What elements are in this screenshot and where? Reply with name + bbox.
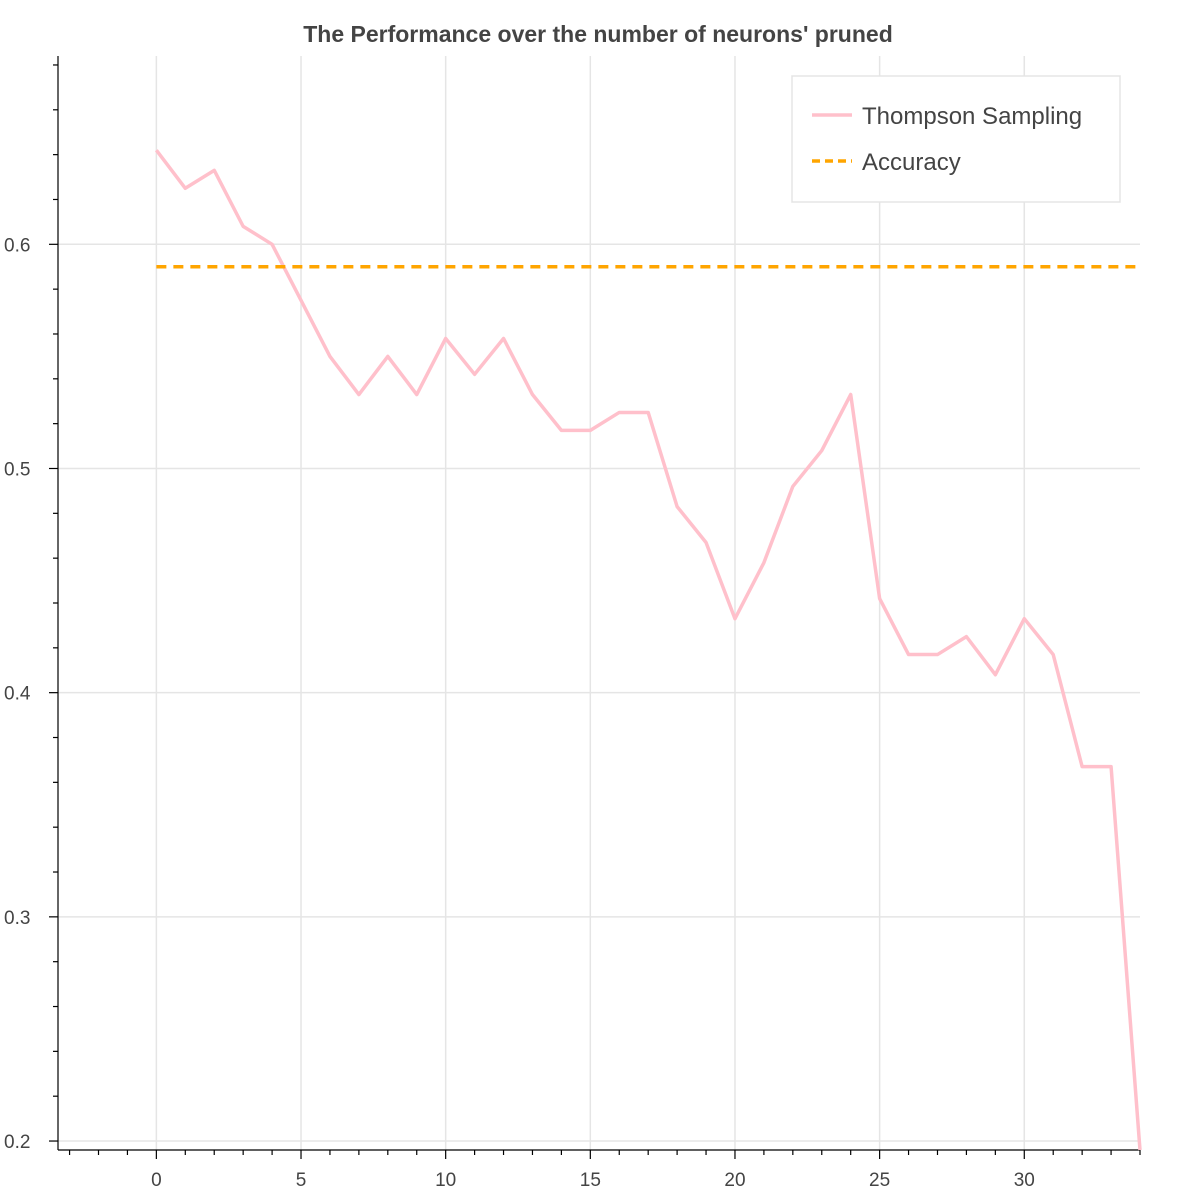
grid-lines — [58, 56, 1140, 1150]
x-tick-label: 5 — [296, 1170, 307, 1191]
legend: Thompson Sampling Accuracy — [791, 75, 1121, 203]
x-tick-label: 10 — [435, 1170, 456, 1191]
x-tick-label: 0 — [151, 1170, 162, 1191]
legend-label-accuracy: Accuracy — [862, 149, 961, 176]
y-tick-label: 0.3 — [4, 908, 30, 929]
legend-box — [791, 75, 1121, 203]
thompson-sampling-line — [154, 149, 1142, 1151]
legend-label-thompson-sampling: Thompson Sampling — [862, 103, 1082, 130]
y-tick-label: 0.6 — [4, 235, 30, 256]
axes: 0 5 10 15 20 25 30 0.2 0.3 0.4 0.5 0.6 — [4, 56, 1141, 1191]
series-lines — [154, 149, 1142, 1151]
y-tick-label: 0.5 — [4, 459, 30, 480]
y-tick-label: 0.2 — [4, 1132, 30, 1153]
x-tick-label: 20 — [724, 1170, 745, 1191]
x-tick-label: 25 — [869, 1170, 890, 1191]
x-tick-label: 30 — [1014, 1170, 1035, 1191]
x-tick-label: 15 — [580, 1170, 601, 1191]
y-tick-label: 0.4 — [4, 684, 31, 705]
chart-title: The Performance over the number of neuro… — [303, 21, 893, 47]
